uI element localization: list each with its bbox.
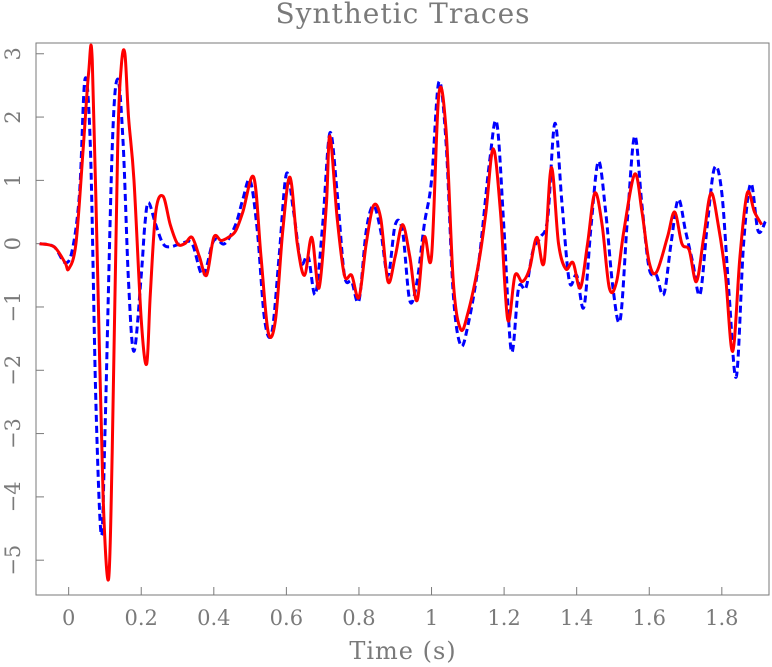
y-tick-label: 3	[1, 47, 25, 60]
series-line-red-solid	[39, 43, 764, 582]
y-tick-label: −1	[1, 291, 25, 322]
x-axis-label: Time (s)	[349, 637, 456, 665]
y-tick-label: −2	[1, 355, 25, 386]
y-tick-label: −5	[1, 545, 25, 576]
y-tick-label: 0	[1, 237, 25, 250]
y-tick-label: 1	[1, 174, 25, 187]
y-axis: 3 2 1 0 −1 −2 −3 −4 −5	[1, 47, 44, 576]
x-tick-label: 1.2	[487, 606, 520, 630]
x-tick-label: 1.8	[705, 606, 738, 630]
x-tick-label: 1	[425, 606, 438, 630]
y-tick-label: −4	[1, 481, 25, 512]
x-tick-label: 0	[62, 606, 75, 630]
x-tick-label: 0.4	[197, 606, 230, 630]
series-layer	[39, 43, 767, 582]
plot-frame	[35, 42, 770, 596]
x-axis: 0 0.2 0.4 0.6 0.8 1 1.2 1.4 1.6 1.8	[62, 587, 739, 630]
x-tick-label: 1.4	[560, 606, 593, 630]
x-tick-label: 0.8	[342, 606, 375, 630]
chart-title: Synthetic Traces	[275, 0, 530, 30]
y-tick-label: −3	[1, 418, 25, 449]
y-tick-label: 2	[1, 110, 25, 123]
x-tick-label: 0.2	[125, 606, 158, 630]
x-tick-label: 1.6	[633, 606, 666, 630]
x-tick-label: 0.6	[270, 606, 303, 630]
